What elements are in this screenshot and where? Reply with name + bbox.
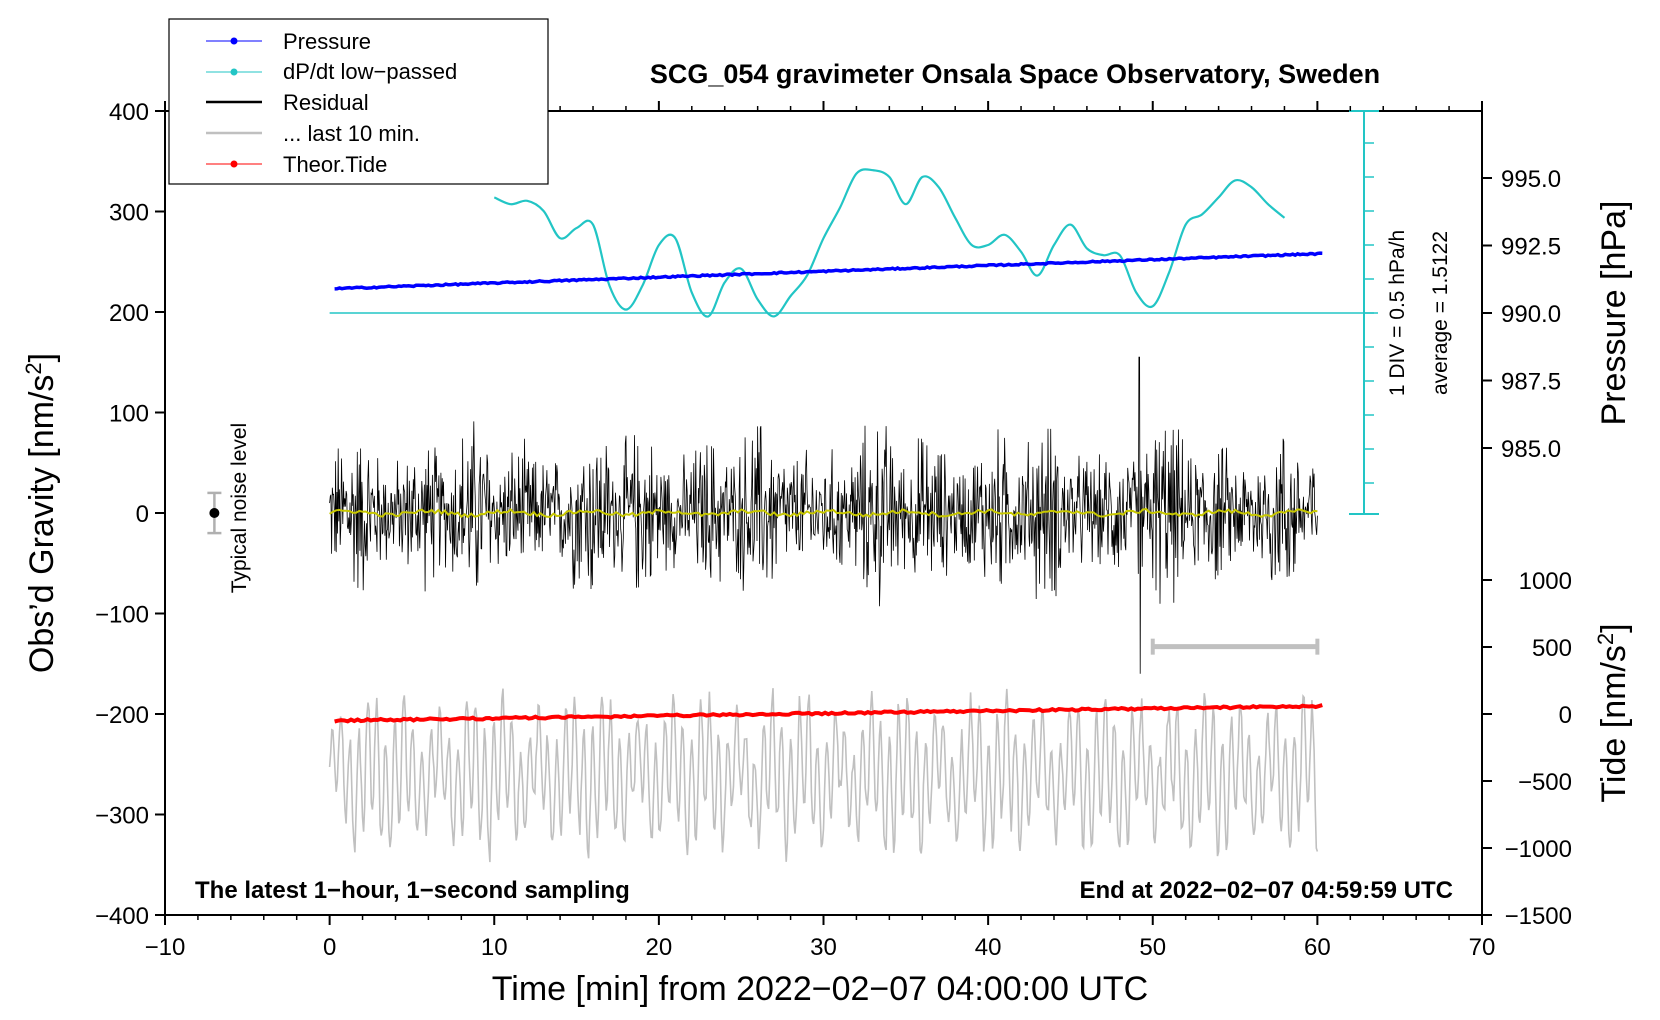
x-tick-label: 60 [1304, 934, 1331, 961]
legend-marker-dpdt [230, 68, 238, 76]
dpdt-line [493, 168, 1286, 318]
pressure-tick-label: 987.5 [1501, 369, 1561, 396]
y-tick-label: 0 [136, 501, 149, 528]
tide-tick-label: −500 [1518, 769, 1572, 796]
legend-label-tide: Theor.Tide [283, 152, 387, 177]
noise-level-bar [207, 491, 222, 535]
pressure-tick-label: 990.0 [1501, 301, 1561, 328]
dpdt-scale-axis [329, 110, 1379, 515]
residual-smoothed-line [329, 507, 1318, 519]
x-tick-label: 0 [323, 934, 336, 961]
annotation-sampling: The latest 1−hour, 1−second sampling [195, 877, 630, 904]
tide-tick-label: −1500 [1505, 903, 1572, 930]
last-10-min-range-bar [1150, 638, 1320, 655]
x-axis-label: Time [min] from 2022−02−07 04:00:00 UTC [492, 970, 1148, 1008]
legend-label-pressure: Pressure [283, 29, 371, 54]
residual-line [329, 356, 1318, 674]
y-tick-label: −400 [95, 903, 149, 930]
last-10-min-line [328, 688, 1319, 863]
tide-tick-label: 0 [1559, 702, 1572, 729]
pressure-series [334, 251, 1323, 291]
y-axis-label-tide: Tide [nm/s2] [1593, 623, 1633, 802]
annotation-noise-level: Typical noise level [228, 423, 251, 593]
tide-series [334, 703, 1323, 724]
x-tick-label: 10 [481, 934, 508, 961]
pressure-tick-label: 985.0 [1501, 436, 1561, 463]
chart-title: SCG_054 gravimeter Onsala Space Observat… [650, 59, 1380, 89]
y-tick-label: 200 [109, 300, 149, 327]
tide-line [334, 703, 1323, 724]
x-tick-label: 20 [646, 934, 673, 961]
legend: Pressure dP/dt low−passed Residual ... l… [168, 18, 549, 185]
legend-marker-tide [230, 160, 238, 168]
pressure-tick-label: 992.5 [1501, 234, 1561, 261]
y-tick-label: −200 [95, 702, 149, 729]
residual-series [329, 356, 1318, 674]
x-tick-label: 70 [1469, 934, 1496, 961]
noise-bar-dot [209, 508, 220, 518]
legend-label-dpdt: dP/dt low−passed [283, 59, 457, 84]
x-tick-label: 30 [810, 934, 837, 961]
y-axis-label-left: Obs’d Gravity [nm/s2] [21, 353, 61, 673]
y-tick-label: 300 [109, 200, 149, 227]
last-10-min-series [328, 688, 1319, 863]
y-tick-label: −100 [95, 602, 149, 629]
tide-tick-label: 500 [1532, 635, 1572, 662]
y-axis-label-pressure: Pressure [hPa] [1595, 201, 1633, 426]
tide-tick-label: −1000 [1505, 836, 1572, 863]
annotation-dpdt-average: average = 1.5122 [1429, 231, 1452, 395]
pressure-tick-label: 995.0 [1501, 166, 1561, 193]
tide-tick-label: 1000 [1519, 568, 1572, 595]
dpdt-series [493, 168, 1286, 318]
x-tick-label: 50 [1139, 934, 1166, 961]
y-tick-label: 100 [109, 401, 149, 428]
y-tick-label: 400 [109, 99, 149, 126]
legend-label-last10: ... last 10 min. [283, 121, 420, 146]
residual-smoothed-series [329, 507, 1318, 519]
legend-label-residual: Residual [283, 90, 369, 115]
x-tick-label: 40 [975, 934, 1002, 961]
annotation-dpdt-scale: 1 DIV = 0.5 hPa/h [1386, 230, 1409, 396]
y-tick-label: −300 [95, 803, 149, 830]
pressure-line [334, 251, 1323, 291]
x-tick-label: −10 [145, 934, 186, 961]
annotation-end-time: End at 2022−02−07 04:59:59 UTC [1079, 877, 1453, 904]
axes-ticks: −10 0 10 20 30 40 50 60 704003002001000−100−200−… [95, 99, 1572, 961]
legend-marker-pressure [230, 37, 238, 45]
